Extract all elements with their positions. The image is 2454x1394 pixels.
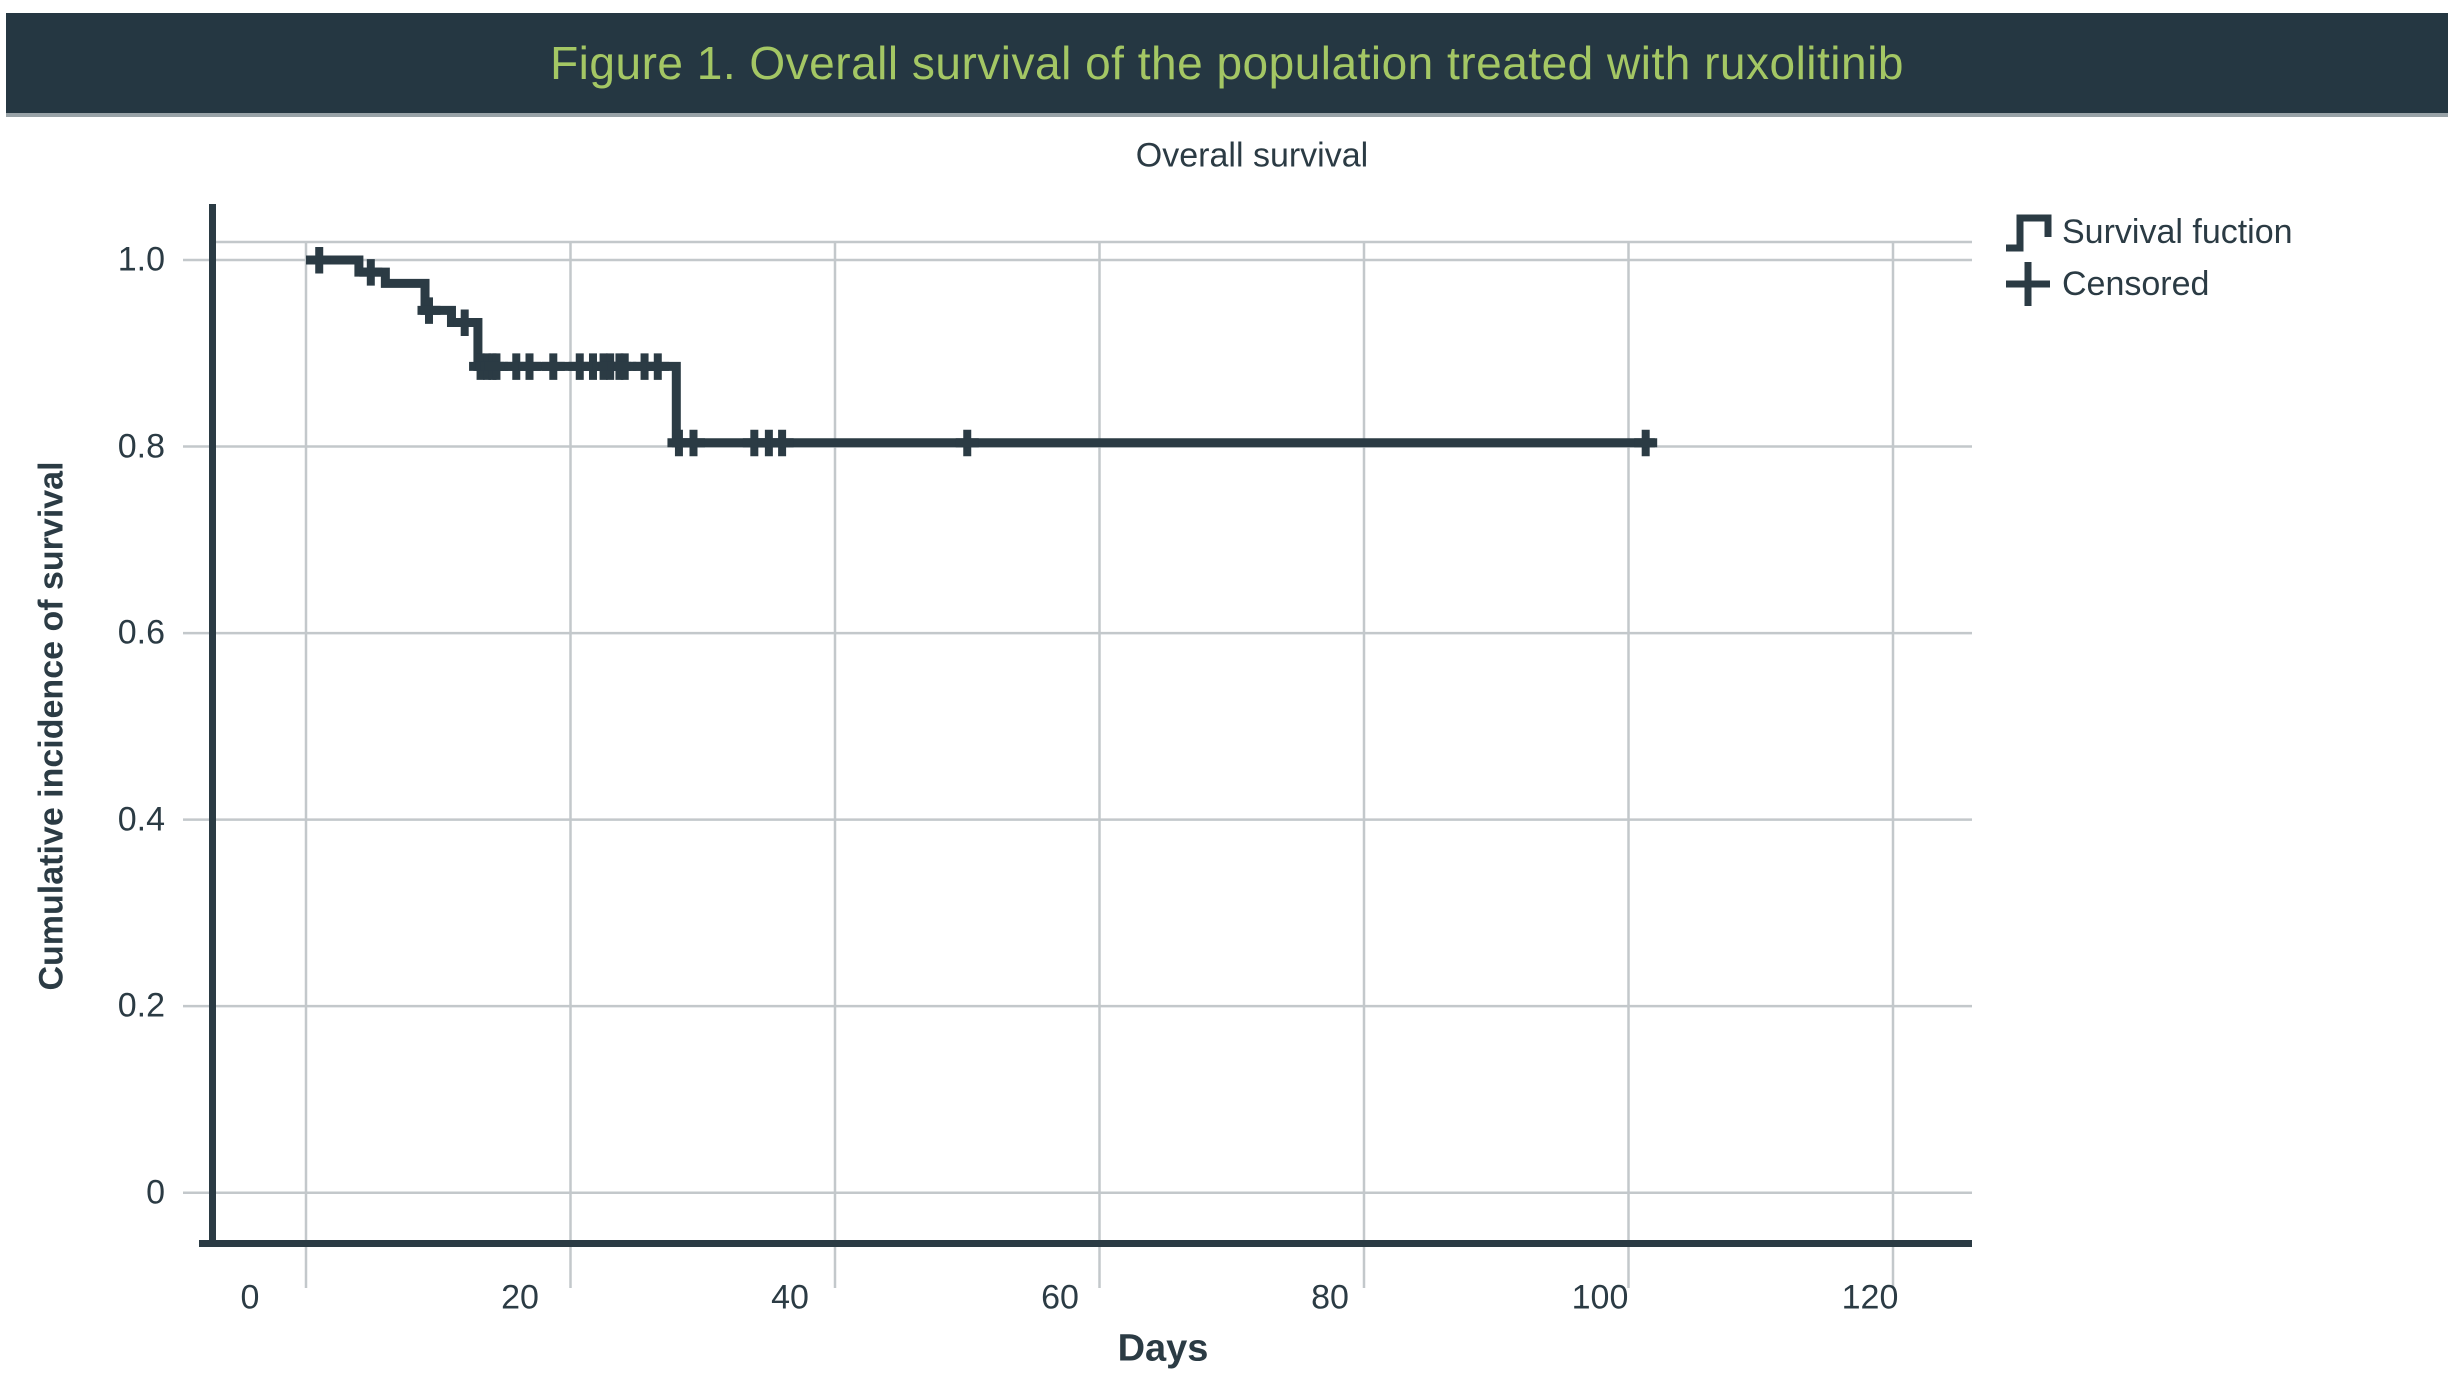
y-tick-label: 0.6 [117, 613, 165, 652]
censor-plus-mark [484, 353, 508, 380]
y-tick-label: 0.4 [117, 800, 165, 839]
x-tick-label: 40 [771, 1278, 809, 1317]
y-tick-label: 1.0 [117, 240, 165, 279]
x-tick-label: 80 [1311, 1278, 1349, 1317]
legend-item-survival-function: Survival fuction [2004, 209, 2293, 255]
censor-plus-mark [955, 429, 979, 457]
step-line-icon [2006, 214, 2052, 252]
censor-plus-mark [307, 247, 331, 274]
y-tick-label: 0.2 [117, 986, 165, 1025]
legend-label: Survival fuction [2062, 212, 2293, 251]
x-tick-label: 120 [1841, 1278, 1899, 1317]
survival-curve [306, 255, 1655, 448]
censor-plus-mark [646, 353, 670, 380]
x-axis-title: Days [1117, 1327, 1209, 1370]
x-tick-label: 60 [1041, 1278, 1079, 1317]
x-tick-label: 100 [1571, 1278, 1629, 1317]
censor-plus-mark [541, 353, 565, 380]
censor-plus-mark [359, 259, 383, 286]
x-tick-label: 20 [501, 1278, 539, 1317]
figure-title: Figure 1. Overall survival of the popula… [550, 37, 1904, 89]
y-tick-label: 0.8 [117, 427, 165, 466]
y-axis-title: Cumulative incidence of survival [32, 461, 71, 991]
legend-label: Censored [2062, 264, 2210, 303]
censor-plus-mark [417, 297, 441, 324]
censor-plus-mark [681, 429, 705, 457]
figure-title-band: Figure 1. Overall survival of the popula… [6, 13, 2448, 117]
censor-plus-mark [770, 429, 794, 457]
y-tick-label: 0 [146, 1173, 165, 1212]
censor-plus-mark [1634, 429, 1658, 457]
chart-legend: Survival fuction Censored [2004, 209, 2293, 307]
survival-step-line [306, 255, 1655, 448]
plus-icon [2006, 262, 2050, 306]
x-tick-label: 0 [240, 1278, 260, 1317]
axis-lines [199, 204, 1972, 1247]
censor-plus-mark [518, 353, 542, 380]
legend-item-censored: Censored [2004, 261, 2293, 307]
gridlines [183, 240, 1972, 1288]
chart-title: Overall survival [1135, 136, 1369, 175]
censor-plus-mark [453, 309, 477, 336]
censor-marks [307, 247, 1658, 457]
censor-plus-mark [613, 353, 637, 380]
